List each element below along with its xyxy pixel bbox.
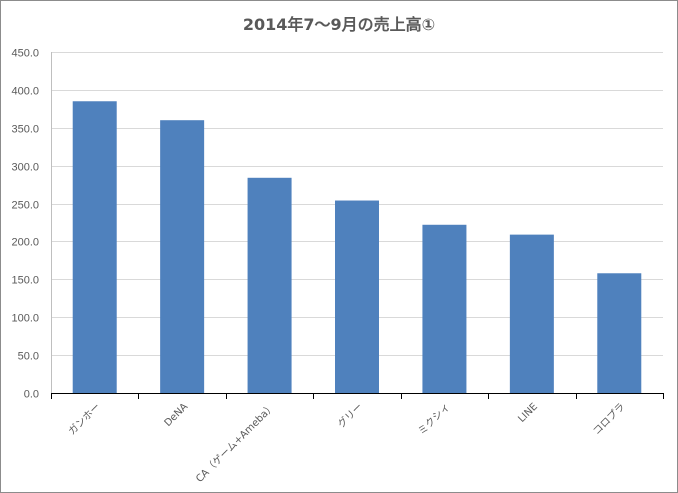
bar (335, 200, 379, 393)
bar (597, 273, 642, 393)
x-tick-label: コロプラ (591, 401, 628, 438)
bar (422, 224, 467, 393)
y-tick-label: 0.0 (24, 389, 39, 401)
y-tick-label: 250.0 (11, 200, 39, 212)
chart-title: 2014年7～9月の売上高① (242, 15, 436, 34)
bar (247, 177, 292, 393)
y-tick-label: 400.0 (11, 86, 39, 98)
y-tick-label: 200.0 (11, 237, 39, 249)
bar (72, 101, 117, 393)
x-tick-label: DeNA (163, 401, 191, 429)
bar (509, 234, 554, 393)
y-tick-label: 300.0 (11, 162, 39, 174)
y-tick-label: 150.0 (11, 275, 39, 287)
y-tick-label: 50.0 (18, 351, 39, 363)
y-tick-label: 100.0 (11, 313, 39, 325)
bar (160, 120, 205, 393)
x-tick-label: ガンホー (66, 401, 103, 438)
x-tick-label: グリー (335, 400, 365, 430)
x-tick-label: CA（ゲーム+Ameba） (193, 401, 277, 485)
y-tick-label: 350.0 (11, 124, 39, 136)
x-tick-label: LINE (516, 401, 540, 425)
y-tick-label: 450.0 (11, 48, 39, 60)
x-tick-label: ミクシィ (416, 401, 453, 438)
